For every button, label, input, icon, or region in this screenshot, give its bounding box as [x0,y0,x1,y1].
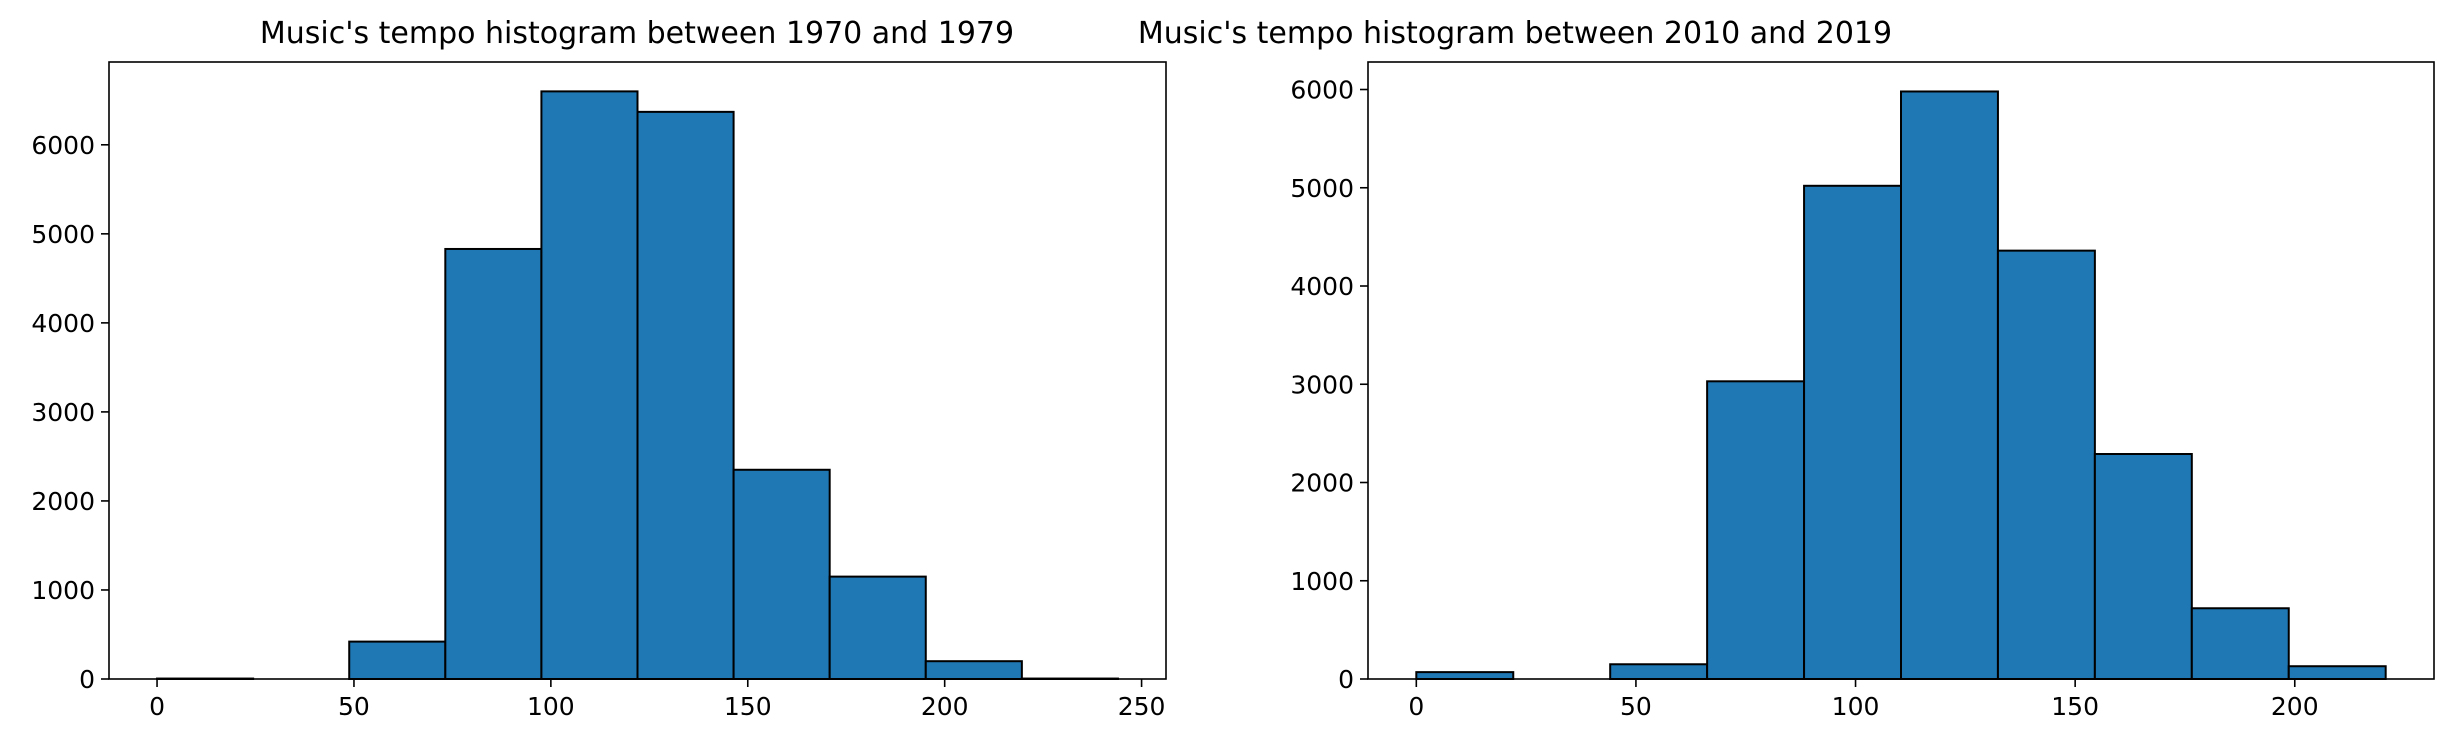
histogram-bar [1609,663,1709,681]
x-tick-label: 50 [338,692,370,721]
y-tick-label: 0 [79,665,95,694]
histogram-bar [1706,380,1806,680]
y-tick-label: 2000 [31,487,95,516]
histogram-bar [828,575,927,680]
x-tick-label: 200 [921,692,969,721]
histogram-bar [1996,249,2096,681]
x-tick-label: 250 [1118,692,1166,721]
y-tick-label: 1000 [31,576,95,605]
x-tick-label: 150 [724,692,772,721]
chart-title: Music's tempo histogram between 1970 and… [260,16,1014,51]
x-tick-label: 150 [2051,692,2099,721]
y-tick-label: 3000 [31,398,95,427]
x-tick-label: 50 [1620,692,1652,721]
axes-frame [1367,61,2435,680]
histogram-bar [636,110,735,681]
y-tick-label: 4000 [1290,272,1354,301]
chart-title: Music's tempo histogram between 2010 and… [1138,16,1892,51]
x-axis-ticks: 0 50 100 150 200 [1408,679,2319,721]
x-tick-label: 100 [1832,692,1880,721]
histogram-bar [732,468,831,680]
histogram-bar [1415,671,1515,681]
x-tick-label: 0 [149,692,165,721]
histogram-bar [2093,453,2193,680]
x-tick-label: 200 [2271,692,2319,721]
x-axis-ticks: 0 50 100 150 200 250 [149,679,1165,721]
histogram-bar [1900,90,1999,680]
axes-frame [108,61,1167,680]
y-axis-ticks: 0 1000 2000 3000 4000 5000 6000 [1290,76,1368,694]
y-tick-label: 5000 [31,220,95,249]
x-tick-label: 100 [527,692,575,721]
bar-group [1415,90,2387,681]
y-tick-label: 1000 [1290,567,1354,596]
y-axis-ticks: 0 1000 2000 3000 4000 5000 6000 [31,131,109,694]
histogram-bar [444,247,543,680]
y-tick-label: 6000 [31,131,95,160]
histogram-bar [2190,607,2290,681]
x-tick-label: 0 [1408,692,1424,721]
histogram-bar [348,640,447,681]
y-tick-label: 3000 [1290,370,1354,399]
bar-group [156,90,1119,681]
y-tick-label: 2000 [1290,469,1354,498]
histogram-bar [1803,184,1903,680]
histogram-2010s: Music's tempo histogram between 2010 and… [1138,16,2435,721]
histogram-bar [924,660,1023,680]
y-tick-label: 6000 [1290,76,1354,105]
histogram-bar [2287,665,2387,681]
y-tick-label: 4000 [31,309,95,338]
histogram-1970s: Music's tempo histogram between 1970 and… [31,16,1167,721]
y-tick-label: 5000 [1290,174,1354,203]
y-tick-label: 0 [1338,665,1354,694]
histogram-bar [540,90,639,680]
